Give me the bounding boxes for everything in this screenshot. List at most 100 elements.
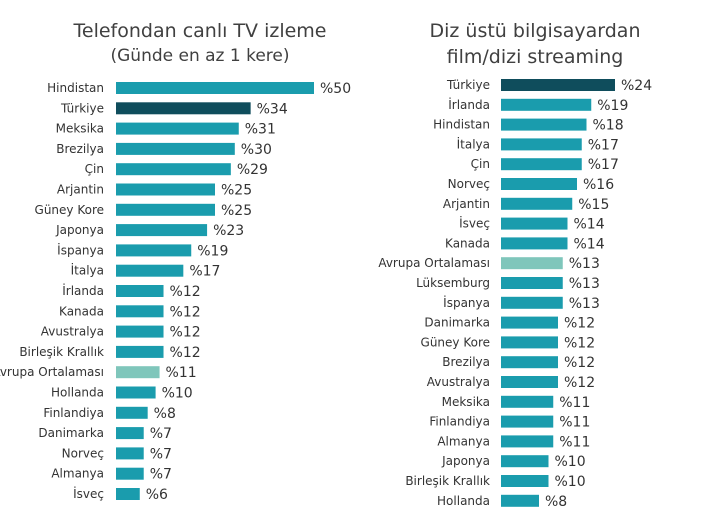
left-value-label: %10 (162, 386, 193, 402)
right-category-label: Meksika (442, 395, 490, 409)
right-value-label: %12 (564, 355, 595, 371)
right-category-label: Norveç (448, 177, 490, 191)
right-bar (501, 336, 558, 349)
left-category-label: İspanya (57, 242, 104, 257)
left-value-label: %23 (213, 223, 244, 239)
right-bar (501, 475, 549, 487)
left-bar (116, 345, 164, 358)
right-bar (501, 296, 563, 309)
right-value-label: %10 (555, 454, 586, 470)
left-category-label: Hollanda (51, 386, 104, 400)
right-value-label: %8 (545, 494, 567, 510)
right-category-label: Avustralya (427, 375, 490, 389)
left-bar (116, 467, 144, 480)
right-value-label: %12 (564, 375, 595, 391)
right-category-label: Hollanda (437, 494, 490, 508)
right-value-label: %14 (574, 217, 605, 233)
left-bar (116, 244, 192, 257)
left-bar (116, 427, 144, 440)
right-category-label: Japonya (441, 454, 490, 468)
right-value-label: %12 (564, 335, 595, 351)
right-bar (501, 178, 577, 190)
right-category-label: Güney Kore (421, 335, 490, 349)
left-bar (116, 285, 164, 297)
right-value-label: %10 (555, 474, 586, 490)
right-category-label: Almanya (437, 434, 490, 448)
right-category-label: Kanada (445, 236, 490, 250)
left-category-label: Danimarka (38, 426, 104, 440)
left-bar (116, 406, 148, 419)
left-value-label: %19 (197, 243, 228, 259)
right-category-label: İsveç (459, 216, 490, 231)
left-value-label: %7 (150, 467, 172, 483)
left-bar (116, 386, 156, 399)
left-category-label: Avustralya (41, 325, 104, 339)
right-category-label: Türkiye (446, 78, 490, 92)
left-value-label: %6 (146, 487, 168, 503)
left-category-label: Avrupa Ortalaması (0, 365, 104, 379)
left-bar (116, 122, 239, 135)
left-category-label: Brezilya (56, 142, 104, 156)
right-value-label: %17 (588, 137, 619, 153)
right-bar (501, 257, 563, 270)
left-category-label: İsveç (73, 486, 104, 501)
right-bar (501, 217, 568, 230)
right-bar (501, 395, 554, 408)
right-value-label: %11 (559, 395, 590, 411)
left-category-label: Kanada (59, 304, 104, 318)
right-category-label: İrlanda (448, 97, 490, 112)
left-value-label: %7 (150, 426, 172, 442)
left-value-label: %31 (245, 122, 276, 138)
left-category-label: İtalya (71, 263, 104, 278)
left-category-label: Arjantin (57, 183, 104, 197)
right-category-label: Avrupa Ortalaması (378, 256, 490, 270)
left-category-label: Türkiye (60, 101, 104, 115)
left-category-label: Meksika (56, 122, 104, 136)
left-category-label: Almanya (51, 467, 104, 481)
left-category-label: Güney Kore (35, 203, 104, 217)
right-bar (501, 197, 573, 210)
left-value-label: %25 (221, 203, 252, 219)
right-value-label: %13 (569, 256, 600, 272)
left-category-label: Finlandiya (43, 406, 104, 420)
right-category-label: Brezilya (442, 355, 490, 369)
left-bar (116, 203, 215, 216)
right-bar (501, 158, 582, 171)
left-value-label: %12 (170, 325, 201, 341)
right-value-label: %11 (559, 434, 590, 450)
left-category-label: Norveç (62, 446, 104, 460)
right-category-label: Hindistan (433, 118, 490, 132)
left-category-label: Birleşik Krallık (19, 345, 104, 359)
right-value-label: %15 (578, 197, 609, 213)
left-value-label: %12 (170, 284, 201, 300)
left-category-label: İrlanda (62, 283, 104, 298)
right-bar (501, 455, 549, 468)
right-category-label: İspanya (443, 295, 490, 310)
left-value-label: %50 (320, 81, 351, 97)
left-bar (116, 305, 164, 318)
right-category-label: Çin (471, 157, 490, 171)
right-value-label: %14 (574, 236, 605, 252)
right-value-label: %16 (583, 177, 614, 193)
left-value-label: %12 (170, 304, 201, 320)
right-category-label: Danimarka (424, 316, 490, 330)
left-value-label: %30 (241, 142, 272, 158)
left-bar (116, 264, 184, 277)
right-value-label: %18 (593, 118, 624, 134)
left-value-label: %7 (150, 446, 172, 462)
right-bar (501, 79, 615, 91)
left-value-label: %34 (257, 101, 288, 117)
right-bar (501, 376, 558, 388)
right-value-label: %11 (559, 415, 590, 431)
right-chart-title: Diz üstü bilgisayardan film/dizi streami… (429, 20, 641, 68)
right-category-label: İtalya (457, 136, 490, 151)
right-bar (501, 494, 539, 507)
right-bar (501, 316, 558, 329)
left-bar (116, 102, 251, 115)
left-bar (116, 183, 215, 196)
left-value-label: %12 (170, 345, 201, 361)
right-category-label: Arjantin (443, 197, 490, 211)
left-value-label: %29 (237, 162, 268, 178)
right-bar (501, 435, 554, 448)
